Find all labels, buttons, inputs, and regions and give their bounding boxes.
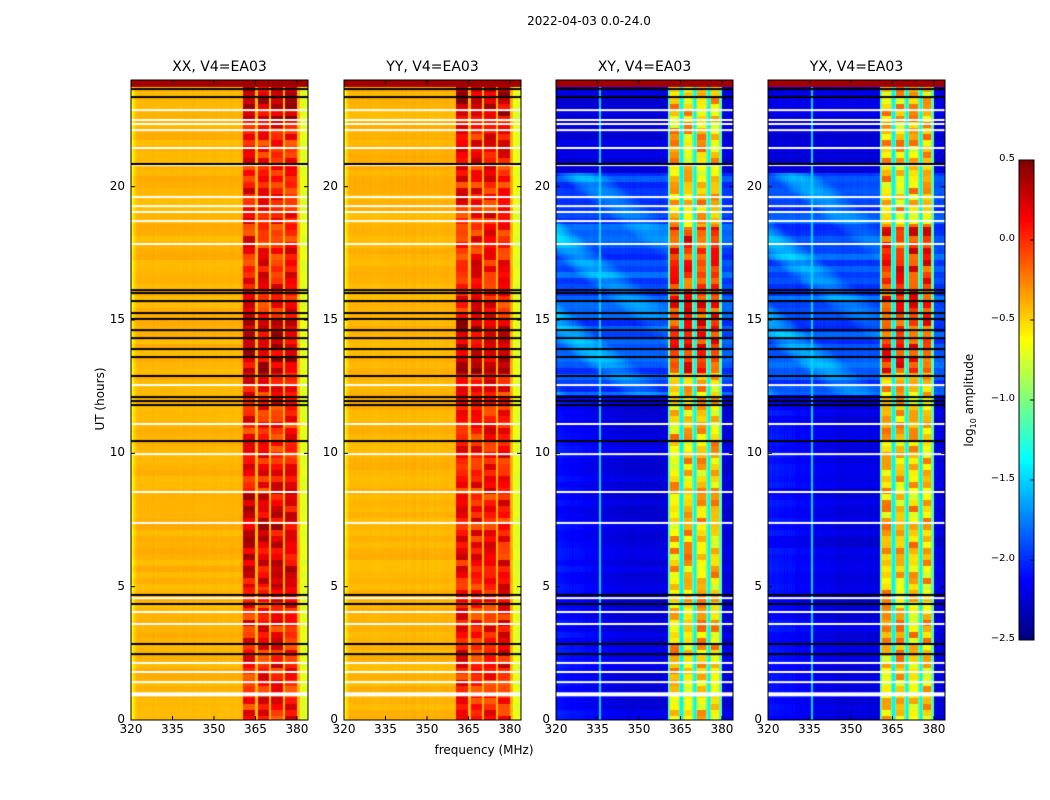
- x-tick-label: 350: [202, 722, 226, 736]
- y-tick-label: 0: [754, 712, 762, 726]
- colorbar-tick-label: 0.5: [999, 153, 1015, 164]
- y-tick-label: 20: [322, 178, 338, 193]
- x-tick-label: 365: [881, 722, 904, 736]
- x-tick-label: 320: [332, 722, 356, 736]
- colorbar-tick-label: −2.0: [990, 553, 1015, 564]
- colorbar-frame: [1018, 159, 1035, 641]
- x-tick-label: 380: [498, 722, 522, 736]
- y-tick-label: 5: [117, 578, 125, 593]
- axes-border: [130, 79, 309, 721]
- y-tick-label: 5: [542, 578, 550, 593]
- heatmap-panel-xy: [555, 79, 734, 721]
- heatmap-image: [131, 80, 308, 720]
- x-tick-label: 350: [627, 722, 651, 736]
- axes-frame: [555, 79, 734, 721]
- heatmap-image: [556, 80, 733, 720]
- x-tick-label: 350: [415, 722, 439, 736]
- colorbar: [1018, 159, 1035, 641]
- axes-border: [343, 79, 522, 721]
- x-tick-label: 320: [544, 722, 568, 736]
- y-tick-label: 10: [109, 445, 125, 460]
- x-tick-label: 365: [244, 722, 267, 736]
- panel-title-xx: XX, V4=EA03: [172, 59, 267, 75]
- colorbar-label-sub: 10: [969, 418, 979, 429]
- y-tick-label: 15: [322, 312, 338, 326]
- colorbar-tick-label: −2.5: [990, 633, 1015, 644]
- x-tick-label: 350: [839, 722, 863, 736]
- y-tick-label: 15: [534, 312, 550, 326]
- x-tick-label: 335: [798, 722, 821, 736]
- y-tick-label: 10: [322, 445, 338, 460]
- y-tick-label: 0: [330, 712, 338, 726]
- y-tick-label: 15: [746, 312, 762, 326]
- y-tick-label: 10: [746, 445, 762, 460]
- panel-title-xy: XY, V4=EA03: [597, 59, 692, 75]
- y-tick-label: 0: [542, 712, 550, 726]
- x-tick-label: 335: [586, 722, 609, 736]
- axes-frame: [343, 79, 522, 721]
- y-tick-label: 20: [534, 178, 550, 193]
- panel-title-yx: YX, V4=EA03: [809, 59, 904, 75]
- heatmap-panel-yy: [343, 79, 522, 721]
- heatmap-image: [768, 80, 945, 720]
- y-tick-label: 5: [754, 578, 762, 593]
- colorbar-tick-label: −0.5: [990, 313, 1015, 324]
- y-tick-label: 20: [746, 178, 762, 193]
- axes-border: [767, 79, 946, 721]
- axes-frame: [767, 79, 946, 721]
- axes-border: [555, 79, 734, 721]
- y-tick-label: 20: [109, 178, 125, 193]
- y-tick-label: 0: [117, 712, 125, 726]
- colorbar-tick-label: −1.0: [990, 393, 1015, 404]
- x-tick-label: 335: [374, 722, 397, 736]
- x-tick-label: 380: [922, 722, 946, 736]
- panel-title-yy: YY, V4=EA03: [386, 59, 479, 75]
- x-axis-label: frequency (MHz): [434, 743, 534, 757]
- x-tick-label: 335: [161, 722, 184, 736]
- x-tick-label: 320: [756, 722, 780, 736]
- y-tick-label: 10: [534, 445, 550, 460]
- x-tick-label: 380: [710, 722, 734, 736]
- colorbar-tick-label: −1.5: [990, 473, 1015, 484]
- figure-title: 2022-04-03 0.0-24.0: [527, 14, 651, 28]
- x-tick-label: 320: [119, 722, 143, 736]
- x-tick-label: 380: [285, 722, 309, 736]
- x-tick-label: 365: [457, 722, 480, 736]
- colorbar-label: log10 amplitude: [962, 330, 978, 470]
- colorbar-label-rest: amplitude: [961, 353, 976, 419]
- heatmap-panel-yx: [767, 79, 946, 721]
- heatmap-image: [344, 80, 521, 720]
- x-tick-label: 365: [669, 722, 692, 736]
- y-tick-label: 5: [330, 578, 338, 593]
- axes-frame: [130, 79, 309, 721]
- colorbar-tick-label: 0.0: [999, 233, 1015, 244]
- colorbar-gradient: [1019, 160, 1034, 640]
- heatmap-panel-xx: [130, 79, 309, 721]
- y-axis-label: UT (hours): [93, 367, 107, 431]
- colorbar-label-log: log: [961, 428, 976, 447]
- y-tick-label: 15: [109, 312, 125, 326]
